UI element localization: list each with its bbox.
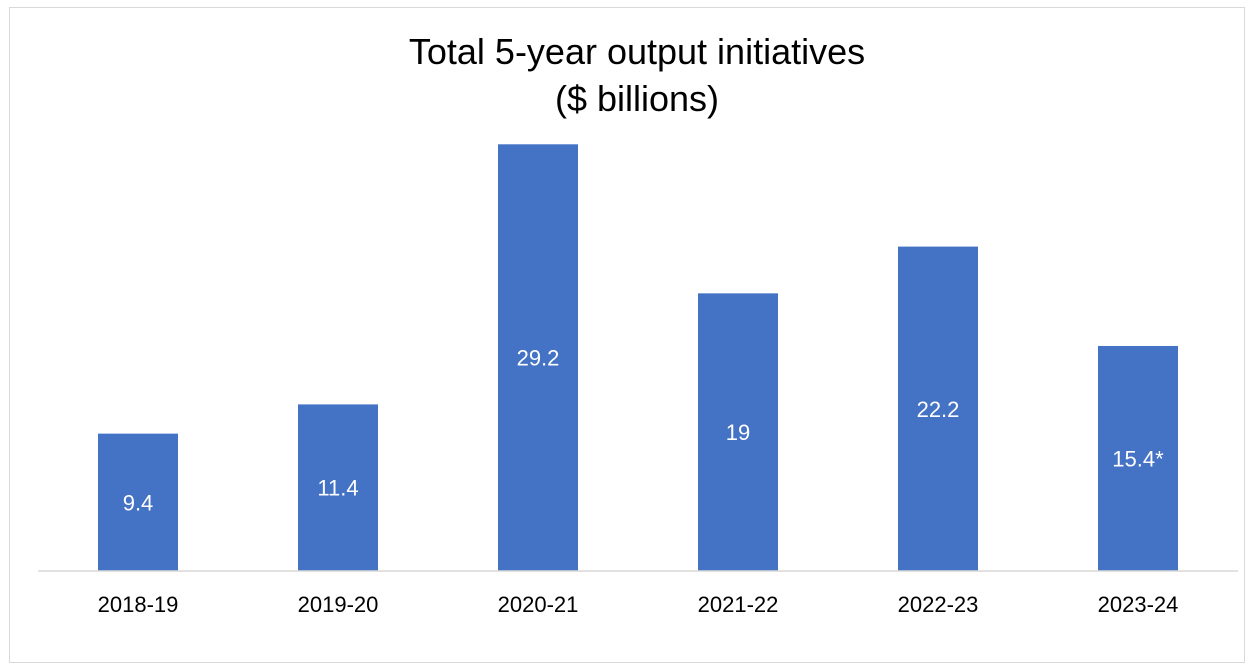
bar-2019-20: [298, 404, 378, 571]
data-label: 9.4: [123, 490, 154, 515]
x-tick-label: 2019-20: [298, 592, 379, 617]
x-tick-label: 2018-19: [98, 592, 179, 617]
bar-2018-19: [98, 433, 178, 571]
chart-title: Total 5-year output initiatives: [409, 31, 865, 72]
x-tick-labels: 2018-19 2019-20 2020-21 2021-22 2022-23 2023-…: [98, 592, 1179, 617]
x-tick-label: 2022-23: [898, 592, 979, 617]
data-label: 29.2: [517, 346, 560, 371]
bars-group: [98, 144, 1178, 571]
data-label: 15.4*: [1112, 446, 1164, 471]
chart-frame: [9, 7, 1245, 663]
data-label: 11.4: [317, 476, 358, 501]
data-labels: 9.4 11.4 29.2 19 22.2 15.4*: [123, 346, 1164, 516]
x-tick-label: 2020-21: [498, 592, 579, 617]
data-label: 19: [726, 420, 750, 445]
x-tick-label: 2021-22: [698, 592, 779, 617]
chart-subtitle: ($ billions): [555, 78, 719, 119]
bar-2020-21: [498, 144, 578, 571]
x-tick-label: 2023-24: [1098, 592, 1179, 617]
bar-2022-23: [898, 246, 978, 571]
bar-2023-24: [1098, 345, 1178, 571]
data-label: 22.2: [917, 397, 960, 422]
bar-2021-22: [698, 293, 778, 571]
